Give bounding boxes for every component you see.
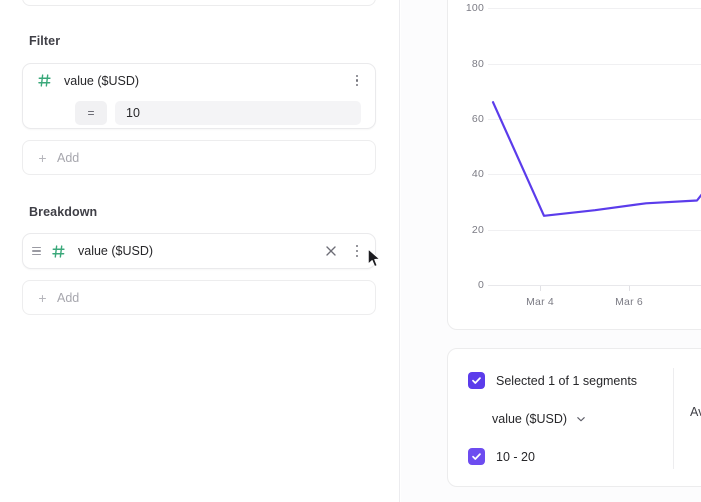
- select-all-checkbox[interactable]: [468, 372, 485, 389]
- filter-field-name: value ($USD): [64, 73, 140, 88]
- gridline: [488, 230, 701, 231]
- x-axis-tick: [629, 286, 630, 291]
- add-breakdown-label: Add: [57, 290, 80, 305]
- add-breakdown-button[interactable]: + Add: [22, 280, 376, 315]
- gridline: [488, 64, 701, 65]
- kebab-menu-icon[interactable]: [349, 242, 365, 260]
- hash-icon: [37, 73, 52, 88]
- breakdown-field-name: value ($USD): [78, 244, 154, 258]
- breakdown-section-label: Breakdown: [29, 205, 98, 219]
- y-axis-tick-label: 40: [471, 168, 484, 180]
- select-all-label: Selected 1 of 1 segments: [496, 373, 638, 388]
- drag-handle-icon[interactable]: [32, 244, 44, 258]
- plus-icon: +: [38, 149, 47, 166]
- segment-field-dropdown[interactable]: value ($USD): [492, 412, 586, 426]
- hash-icon: [51, 244, 66, 259]
- segment-item-checkbox[interactable]: [468, 448, 485, 465]
- x-axis-tick-label: Mar 4: [526, 296, 554, 308]
- kebab-menu-icon[interactable]: [349, 72, 365, 90]
- previous-section-card-partial: [22, 0, 376, 6]
- chart-card: 100 80 60 40 20 0 Mar 4 Mar 6: [447, 0, 701, 330]
- chart-series-line: [491, 101, 701, 217]
- segments-card: Selected 1 of 1 segments value ($USD) 10…: [447, 348, 701, 487]
- segment-item-label: 10 - 20: [496, 449, 535, 464]
- y-axis-tick-label: 20: [471, 224, 484, 236]
- x-axis-tick: [540, 286, 541, 291]
- breakdown-row-card[interactable]: value ($USD): [22, 233, 376, 269]
- results-panel: 100 80 60 40 20 0 Mar 4 Mar 6: [401, 0, 701, 502]
- segment-field-dropdown-label: value ($USD): [492, 412, 568, 426]
- x-axis-tick-label: Mar 6: [615, 296, 643, 308]
- close-x-icon[interactable]: [323, 243, 339, 259]
- filter-value-input[interactable]: 10: [115, 101, 361, 125]
- segment-item-row[interactable]: 10 - 20: [468, 448, 535, 465]
- segments-right-column-header: Av: [690, 405, 701, 419]
- y-axis-tick-label: 80: [471, 58, 484, 70]
- filter-section-label: Filter: [29, 34, 61, 48]
- line-chart[interactable]: 100 80 60 40 20 0 Mar 4 Mar 6: [448, 0, 701, 329]
- y-axis-tick-label: 60: [471, 113, 484, 125]
- gridline: [488, 174, 701, 175]
- chevron-down-icon: [576, 414, 586, 424]
- gridline: [488, 8, 701, 9]
- y-axis-tick-label: 100: [465, 2, 484, 14]
- plus-icon: +: [38, 289, 47, 306]
- add-filter-label: Add: [57, 150, 80, 165]
- query-builder-panel: Filter value ($USD) = 10 + Add: [22, 0, 400, 502]
- x-axis-line: [488, 285, 701, 286]
- select-all-segments-row[interactable]: Selected 1 of 1 segments: [468, 372, 637, 389]
- gridline: [488, 119, 701, 120]
- segments-column-divider: [673, 368, 674, 469]
- filter-operator-row: = 10: [23, 97, 375, 129]
- filter-operator-button[interactable]: =: [75, 101, 107, 125]
- filter-field-header: value ($USD): [23, 64, 375, 97]
- filter-row-card[interactable]: value ($USD) = 10: [22, 63, 376, 129]
- add-filter-button[interactable]: + Add: [22, 140, 376, 175]
- y-axis-tick-label: 0: [477, 279, 484, 291]
